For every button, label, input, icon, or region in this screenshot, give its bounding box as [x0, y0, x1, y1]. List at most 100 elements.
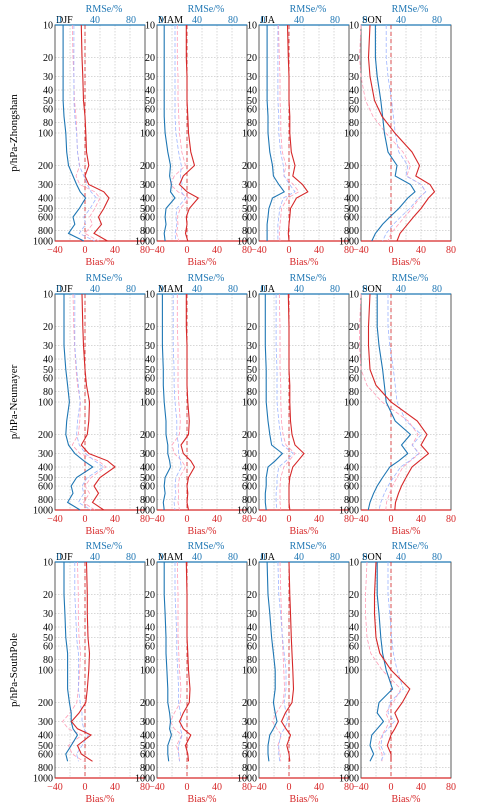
pressure-tick-label: 20	[43, 590, 53, 601]
pressure-tick-label: 60	[43, 374, 53, 385]
pressure-tick-label: 10	[43, 290, 53, 301]
pressure-tick-label: 60	[349, 642, 359, 653]
bias-tick-label: 0	[389, 245, 394, 256]
bias-tick-label: 80	[140, 245, 150, 256]
pressure-tick-label: 40	[247, 86, 257, 97]
pressure-tick-label: 100	[38, 398, 53, 409]
pressure-tick-label: 1000	[339, 774, 359, 785]
pressure-tick-label: 10	[145, 21, 155, 32]
pressure-tick-label: 30	[349, 72, 359, 83]
pressure-tick-label: 100	[140, 398, 155, 409]
rmse-tick-label: 40	[90, 15, 100, 26]
pressure-tick-label: 40	[43, 623, 53, 634]
pressure-tick-label: 100	[344, 129, 359, 140]
pressure-tick-label: 20	[247, 53, 257, 64]
pressure-tick-label: 30	[43, 609, 53, 620]
pressure-tick-label: 200	[38, 698, 53, 709]
pressure-tick-label: 20	[349, 322, 359, 333]
bias-axis-label: Bias/%	[188, 526, 217, 537]
rmse-axis-label: RMSe/%	[392, 4, 429, 15]
season-label: JJA	[260, 552, 276, 563]
pressure-tick-label: 20	[247, 322, 257, 333]
pressure-tick-label: 10	[145, 558, 155, 569]
pressure-tick-label: 500	[140, 204, 155, 215]
season-label: DJF	[56, 552, 73, 563]
pressure-tick-label: 200	[140, 161, 155, 172]
pressure-tick-label: 200	[242, 698, 257, 709]
rmse-tick-label: 80	[228, 552, 238, 563]
pressure-tick-label: 50	[349, 633, 359, 644]
pressure-tick-label: 20	[145, 322, 155, 333]
pressure-tick-label: 40	[349, 86, 359, 97]
rmse-ref-line	[74, 294, 105, 511]
pressure-tick-label: 100	[242, 398, 257, 409]
pressure-tick-label: 800	[344, 763, 359, 774]
pressure-tick-label: 300	[344, 449, 359, 460]
pressure-tick-label: 80	[349, 655, 359, 666]
bias-line	[280, 561, 295, 762]
pressure-tick-label: 1000	[237, 237, 257, 248]
bias-tick-label: 0	[389, 514, 394, 525]
rmse-line	[266, 25, 286, 241]
pressure-tick-label: 600	[140, 482, 155, 493]
bias-tick-label: 40	[110, 245, 120, 256]
pressure-tick-label: 10	[247, 290, 257, 301]
rmse-tick-label: 40	[294, 15, 304, 26]
pressure-tick-label: 500	[38, 473, 53, 484]
rmse-ref-line	[382, 25, 427, 242]
pressure-tick-label: 80	[43, 655, 53, 666]
bias-ref-line	[365, 561, 402, 762]
pressure-tick-label: 30	[247, 609, 257, 620]
bias-tick-label: −40	[47, 782, 63, 793]
pressure-tick-label: 300	[38, 449, 53, 460]
pressure-tick-label: 1000	[33, 237, 53, 248]
pressure-tick-label: 200	[242, 161, 257, 172]
rmse-axis-label: RMSe/%	[188, 541, 225, 552]
rmse-tick-label: 40	[396, 552, 406, 563]
pressure-tick-label: 60	[43, 105, 53, 116]
pressure-tick-label: 10	[43, 558, 53, 569]
pressure-tick-label: 80	[349, 387, 359, 398]
rmse-ref-line	[74, 562, 89, 762]
bias-axis-label: Bias/%	[290, 257, 319, 268]
bias-tick-label: −40	[47, 514, 63, 525]
pressure-tick-label: 80	[145, 655, 155, 666]
rmse-tick-label: 80	[126, 552, 136, 563]
pressure-tick-label: 100	[344, 666, 359, 677]
rmse-line	[264, 294, 284, 511]
season-label: SON	[362, 15, 382, 26]
pressure-tick-label: 800	[242, 226, 257, 237]
rmse-axis-label: RMSe/%	[188, 4, 225, 15]
pressure-tick-label: 800	[140, 226, 155, 237]
rmse-tick-label: 80	[228, 284, 238, 295]
pressure-tick-label: 800	[344, 495, 359, 506]
pressure-tick-label: 800	[242, 763, 257, 774]
pressure-tick-label: 500	[242, 741, 257, 752]
rmse-ref-line	[277, 561, 289, 762]
pressure-tick-label: 400	[140, 194, 155, 205]
pressure-tick-label: 40	[145, 86, 155, 97]
pressure-tick-label: 300	[38, 717, 53, 728]
bias-ref-line	[71, 293, 107, 511]
season-label: SON	[362, 284, 382, 295]
bias-tick-label: −40	[149, 514, 165, 525]
bias-tick-label: 80	[242, 245, 252, 256]
bias-ref-line	[170, 25, 190, 242]
rmse-tick-label: 0	[261, 284, 266, 295]
rmse-tick-label: 80	[330, 284, 340, 295]
pressure-tick-label: 500	[344, 741, 359, 752]
rmse-tick-label: 40	[90, 284, 100, 295]
bias-tick-label: 40	[212, 782, 222, 793]
rmse-tick-label: 80	[126, 15, 136, 26]
pressure-tick-label: 300	[140, 180, 155, 191]
bias-tick-label: 80	[242, 514, 252, 525]
pressure-tick-label: 300	[38, 180, 53, 191]
pressure-tick-label: 50	[247, 633, 257, 644]
pressure-tick-label: 500	[242, 473, 257, 484]
pressure-tick-label: 40	[349, 623, 359, 634]
bias-line	[80, 293, 116, 511]
